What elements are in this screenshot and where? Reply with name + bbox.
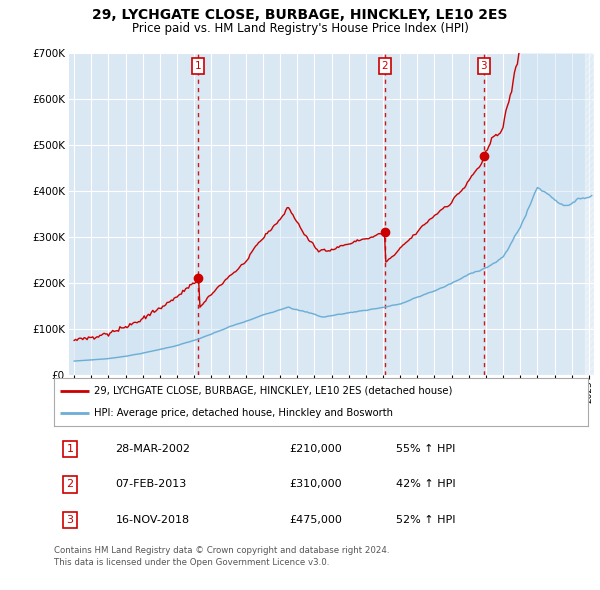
Text: 16-NOV-2018: 16-NOV-2018: [115, 515, 190, 525]
Text: £310,000: £310,000: [289, 480, 341, 489]
Text: £210,000: £210,000: [289, 444, 342, 454]
Text: 52% ↑ HPI: 52% ↑ HPI: [396, 515, 455, 525]
Text: 2: 2: [67, 480, 74, 489]
Text: 29, LYCHGATE CLOSE, BURBAGE, HINCKLEY, LE10 2ES: 29, LYCHGATE CLOSE, BURBAGE, HINCKLEY, L…: [92, 8, 508, 22]
Text: Price paid vs. HM Land Registry's House Price Index (HPI): Price paid vs. HM Land Registry's House …: [131, 22, 469, 35]
Text: 42% ↑ HPI: 42% ↑ HPI: [396, 480, 455, 489]
Text: Contains HM Land Registry data © Crown copyright and database right 2024.: Contains HM Land Registry data © Crown c…: [54, 546, 389, 555]
Text: 28-MAR-2002: 28-MAR-2002: [115, 444, 190, 454]
Text: 07-FEB-2013: 07-FEB-2013: [115, 480, 187, 489]
Text: 3: 3: [67, 515, 74, 525]
Text: This data is licensed under the Open Government Licence v3.0.: This data is licensed under the Open Gov…: [54, 558, 329, 566]
Text: 1: 1: [195, 61, 202, 71]
Text: £475,000: £475,000: [289, 515, 342, 525]
Text: 29, LYCHGATE CLOSE, BURBAGE, HINCKLEY, LE10 2ES (detached house): 29, LYCHGATE CLOSE, BURBAGE, HINCKLEY, L…: [94, 386, 452, 396]
Text: 1: 1: [67, 444, 74, 454]
Text: 55% ↑ HPI: 55% ↑ HPI: [396, 444, 455, 454]
Text: 3: 3: [481, 61, 487, 71]
Text: 2: 2: [382, 61, 388, 71]
Text: HPI: Average price, detached house, Hinckley and Bosworth: HPI: Average price, detached house, Hinc…: [94, 408, 393, 418]
